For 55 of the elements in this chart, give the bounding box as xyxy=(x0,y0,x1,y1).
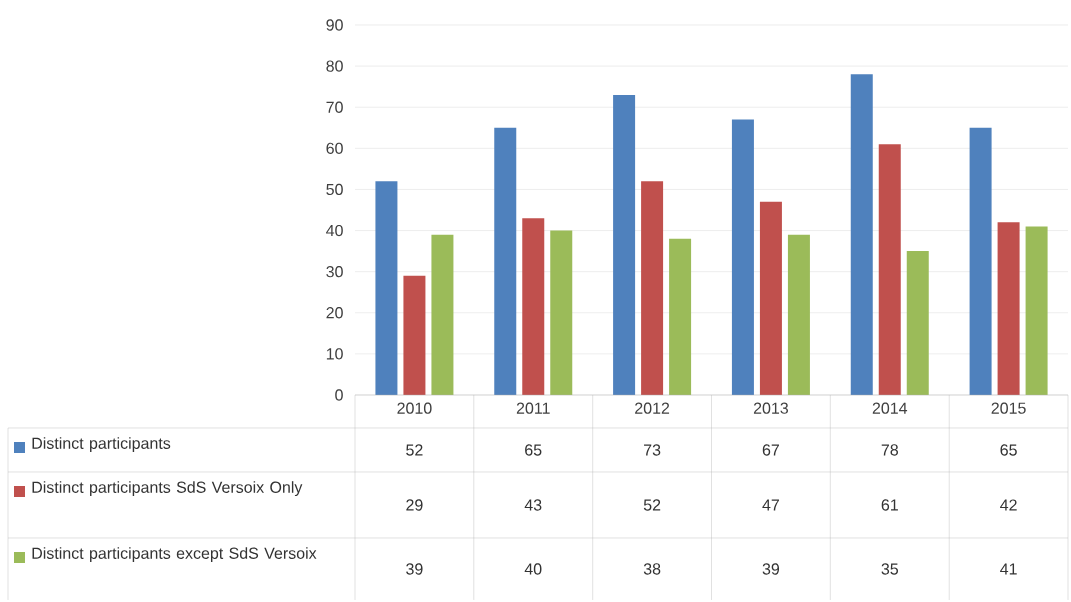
data-label: 65 xyxy=(1000,444,1017,456)
bar xyxy=(787,234,810,395)
bar xyxy=(431,234,454,395)
y-tick-label: 30 xyxy=(326,265,343,278)
bar xyxy=(494,127,517,395)
bar xyxy=(522,218,545,395)
bar xyxy=(1025,226,1048,395)
data-label: 38 xyxy=(643,563,661,575)
bar xyxy=(969,127,992,395)
bar xyxy=(997,222,1020,395)
data-label: 78 xyxy=(881,444,898,456)
data-label: 35 xyxy=(881,563,899,575)
data-label: 40 xyxy=(524,563,542,575)
legend-label: Distinct participants xyxy=(32,437,171,453)
y-tick-label: 40 xyxy=(326,224,343,237)
data-label: 42 xyxy=(1000,499,1017,511)
x-tick-label: 2015 xyxy=(991,402,1026,414)
bar xyxy=(731,119,754,395)
bar xyxy=(550,230,573,395)
data-label: 47 xyxy=(762,499,779,511)
x-tick-label: 2011 xyxy=(516,402,550,414)
data-label: 39 xyxy=(762,563,780,575)
x-tick-label: 2010 xyxy=(397,402,432,414)
data-label: 67 xyxy=(762,444,779,456)
bar xyxy=(375,181,398,395)
y-tick-label: 60 xyxy=(326,142,343,154)
y-tick-label: 10 xyxy=(326,348,343,360)
bar xyxy=(906,251,929,395)
legend-label: Distinct participants except SdS Versoix xyxy=(32,547,317,563)
data-label: 41 xyxy=(1000,563,1017,575)
bar xyxy=(878,144,901,395)
y-tick-label: 20 xyxy=(326,307,343,319)
bar xyxy=(641,181,664,395)
data-label: 65 xyxy=(525,444,542,456)
bar xyxy=(850,74,873,395)
data-label: 52 xyxy=(643,499,661,511)
y-tick-label: 80 xyxy=(326,60,343,72)
bar xyxy=(669,238,692,395)
data-label: 52 xyxy=(406,444,423,456)
data-label: 29 xyxy=(406,499,423,511)
data-label: 73 xyxy=(644,444,661,456)
bar xyxy=(613,94,636,395)
data-label: 39 xyxy=(406,563,423,575)
data-label: 43 xyxy=(524,499,542,511)
x-tick-label: 2012 xyxy=(635,402,670,414)
x-tick-label: 2014 xyxy=(872,402,908,414)
y-tick-label: 70 xyxy=(326,101,343,113)
y-tick-label: 50 xyxy=(326,183,343,196)
data-label: 61 xyxy=(881,499,898,511)
legend-label: Distinct participants SdS Versoix Only xyxy=(32,481,303,497)
bar xyxy=(403,275,426,395)
y-tick-label: 90 xyxy=(326,19,343,31)
x-tick-label: 2013 xyxy=(753,402,789,414)
y-tick-label: 0 xyxy=(335,389,343,401)
bar xyxy=(759,201,782,395)
